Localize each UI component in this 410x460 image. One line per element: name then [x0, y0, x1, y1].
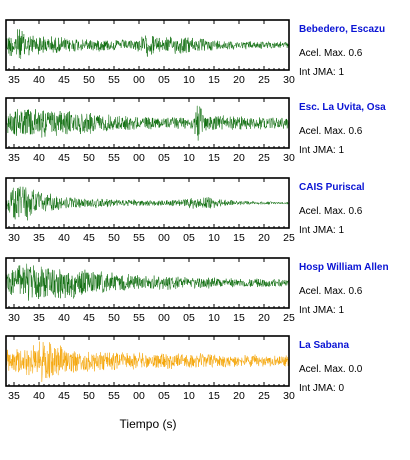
tick-label: 15: [208, 74, 220, 86]
panel-1: 35 40 45 50 55 00 05 10 15 20 25 30 Bebedero, Escazu…: [5, 19, 385, 86]
tick-label: 20: [258, 312, 270, 324]
intensity-label: Int JMA: 1: [299, 67, 344, 78]
panel-3: 30 35 40 45 50 55 00 05 10 15 20 25 CAIS Puriscal Ace…: [5, 177, 365, 244]
intensity-label: Int JMA: 0: [299, 383, 344, 394]
tick-label: 10: [183, 74, 195, 86]
tick-label: 45: [83, 312, 95, 324]
tick-label: 10: [208, 312, 220, 324]
tick-label: 50: [108, 232, 120, 244]
tick-label: 25: [258, 74, 270, 86]
tick-label: 30: [283, 74, 295, 86]
tick-label: 00: [158, 232, 170, 244]
tick-label: 55: [108, 74, 120, 86]
station-name: Esc. La Uvita, Osa: [299, 102, 386, 113]
station-name: CAIS Puriscal: [299, 182, 365, 193]
tick-label: 10: [208, 232, 220, 244]
intensity-label: Int JMA: 1: [299, 145, 344, 156]
tick-label: 00: [133, 152, 145, 164]
tick-label: 35: [8, 390, 20, 402]
tick-label: 35: [8, 74, 20, 86]
waveform-1: [5, 29, 290, 59]
station-name: La Sabana: [299, 340, 349, 351]
tick-label: 30: [283, 152, 295, 164]
tick-label: 50: [83, 74, 95, 86]
tick-label: 40: [58, 232, 70, 244]
panels-group: 35 40 45 50 55 00 05 10 15 20 25 30 Bebedero, Escazu…: [5, 19, 389, 402]
panel-5: 35 40 45 50 55 00 05 10 15 20 25 30 La Sabana Acel. M…: [5, 335, 363, 402]
tick-label: 25: [258, 390, 270, 402]
tick-label: 00: [133, 74, 145, 86]
tick-label: 20: [233, 152, 245, 164]
waveform-5: [5, 341, 290, 382]
tick-label: 55: [108, 390, 120, 402]
panel-frame-1: [5, 19, 290, 71]
tick-label: 40: [33, 390, 45, 402]
tick-label: 40: [33, 152, 45, 164]
panel-2: 35 40 45 50 55 00 05 10 15 20 25 30 Esc. La Uvita, O…: [5, 97, 386, 164]
station-name: Bebedero, Escazu: [299, 24, 385, 35]
tick-label: 45: [58, 390, 70, 402]
panel-frame-2: [5, 97, 290, 149]
accel-max-label: Acel. Max. 0.6: [299, 206, 363, 217]
tick-label: 30: [8, 232, 20, 244]
accel-max-label: Acel. Max. 0.6: [299, 48, 363, 59]
tick-label: 15: [233, 312, 245, 324]
tick-label: 15: [233, 232, 245, 244]
tick-label: 50: [108, 312, 120, 324]
tick-label: 40: [33, 74, 45, 86]
tick-label: 45: [58, 74, 70, 86]
station-name: Hosp William Allen: [299, 262, 389, 273]
accel-max-label: Acel. Max. 0.0: [299, 364, 363, 375]
tick-label: 35: [33, 232, 45, 244]
intensity-label: Int JMA: 1: [299, 225, 344, 236]
tick-label: 20: [233, 390, 245, 402]
tick-label: 10: [183, 390, 195, 402]
tick-label: 55: [133, 312, 145, 324]
tick-label: 50: [83, 390, 95, 402]
tick-label: 05: [158, 152, 170, 164]
tick-label: 35: [8, 152, 20, 164]
tick-label: 30: [8, 312, 20, 324]
panel-frame-4: [5, 257, 290, 309]
tick-label: 40: [58, 312, 70, 324]
tick-label: 45: [58, 152, 70, 164]
tick-label: 35: [33, 312, 45, 324]
tick-label: 25: [283, 232, 295, 244]
tick-label: 15: [208, 152, 220, 164]
tick-label: 50: [83, 152, 95, 164]
tick-label: 30: [283, 390, 295, 402]
tick-label: 55: [108, 152, 120, 164]
tick-label: 05: [183, 312, 195, 324]
panel-frame-3: [5, 177, 290, 229]
tick-label: 05: [183, 232, 195, 244]
tick-label: 05: [158, 74, 170, 86]
accel-max-label: Acel. Max. 0.6: [299, 126, 363, 137]
accel-max-label: Acel. Max. 0.6: [299, 286, 363, 297]
tick-label: 25: [258, 152, 270, 164]
tick-label: 00: [158, 312, 170, 324]
waveform-3: [5, 186, 290, 221]
tick-label: 20: [233, 74, 245, 86]
panel-4: 30 35 40 45 50 55 00 05 10 15 20 25 Hosp William All…: [5, 257, 389, 324]
panel-frame-5: [5, 335, 290, 387]
tick-label: 10: [183, 152, 195, 164]
waveform-2: [5, 105, 290, 141]
tick-label: 05: [158, 390, 170, 402]
tick-label: 20: [258, 232, 270, 244]
tick-label: 00: [133, 390, 145, 402]
x-axis-label: Tiempo (s): [120, 417, 177, 431]
tick-label: 15: [208, 390, 220, 402]
tick-label: 25: [283, 312, 295, 324]
tick-label: 45: [83, 232, 95, 244]
tick-label: 55: [133, 232, 145, 244]
waveform-4: [5, 263, 290, 301]
intensity-label: Int JMA: 1: [299, 305, 344, 316]
